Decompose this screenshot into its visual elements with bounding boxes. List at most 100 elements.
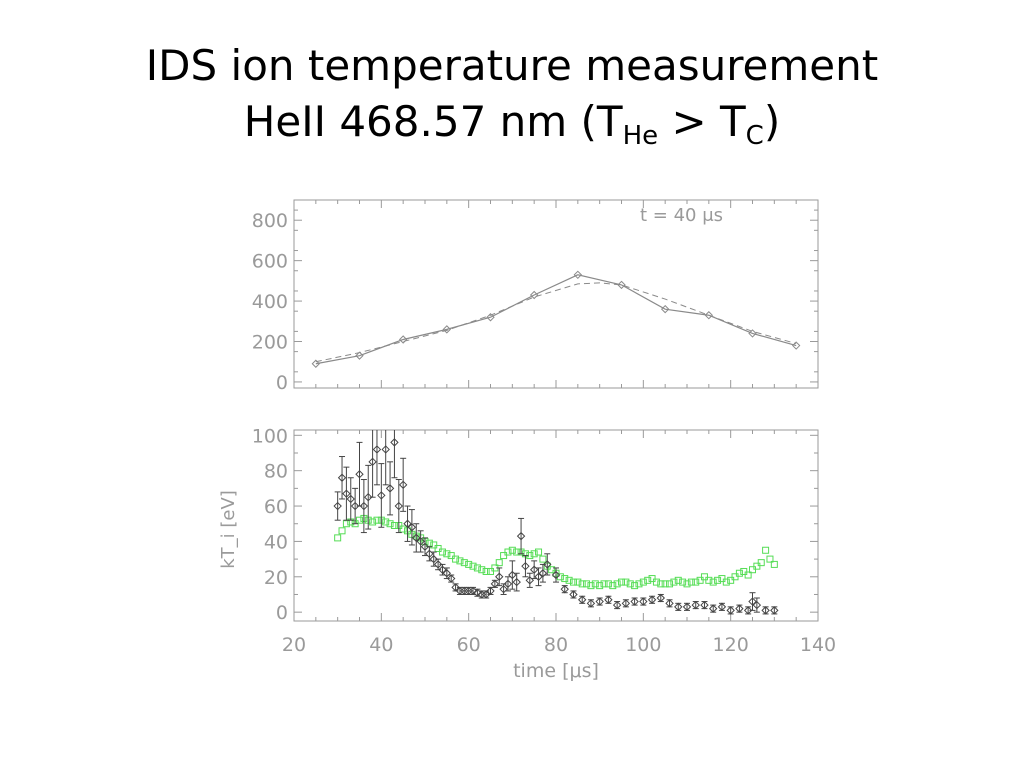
slide-title: IDS ion temperature measurement HeII 468… bbox=[0, 38, 1024, 164]
green-square-point bbox=[749, 566, 756, 574]
top-y-tick-label: 400 bbox=[252, 291, 288, 313]
green-square-point bbox=[465, 560, 473, 568]
black-diamond-point bbox=[442, 569, 452, 578]
green-square-point bbox=[452, 555, 460, 563]
black-diamond-point bbox=[674, 602, 683, 612]
black-diamond-point bbox=[621, 599, 631, 608]
green-square-point bbox=[661, 580, 669, 588]
black-diamond-point bbox=[534, 572, 543, 581]
green-square-point bbox=[565, 576, 573, 584]
bottom-y-tick-label: 80 bbox=[264, 461, 288, 483]
title-line-2-suffix: ) bbox=[763, 97, 781, 146]
top-y-tick-label: 0 bbox=[276, 372, 288, 394]
black-diamond-point bbox=[412, 533, 421, 543]
green-square-point bbox=[692, 578, 700, 586]
top-data-point bbox=[529, 290, 539, 300]
green-square-point bbox=[447, 552, 455, 560]
green-square-point bbox=[683, 580, 691, 588]
top-data-point bbox=[748, 329, 757, 338]
black-diamond-point bbox=[495, 572, 504, 581]
black-diamond-point bbox=[333, 501, 342, 511]
green-square-point bbox=[696, 576, 704, 584]
bottom-y-tick-label: 100 bbox=[252, 425, 288, 447]
green-square-point bbox=[482, 567, 490, 575]
green-square-point bbox=[700, 573, 708, 581]
green-square-point bbox=[478, 566, 486, 574]
black-diamond-point bbox=[416, 537, 425, 546]
green-square-point bbox=[600, 580, 608, 588]
green-square-point bbox=[548, 566, 556, 574]
top-y-tick-label: 800 bbox=[252, 210, 288, 232]
black-diamond-point bbox=[717, 602, 727, 612]
green-square-point bbox=[587, 582, 595, 590]
green-square-point bbox=[762, 546, 770, 554]
green-square-point bbox=[539, 555, 547, 563]
black-diamond-point bbox=[595, 597, 604, 606]
green-square-point bbox=[430, 541, 438, 549]
green-square-point bbox=[438, 548, 446, 556]
title-subscript-c: C bbox=[745, 121, 764, 151]
top-fit-curve bbox=[315, 282, 797, 363]
black-diamond-point bbox=[350, 501, 360, 511]
black-diamond-point bbox=[770, 606, 779, 615]
green-square-point bbox=[609, 582, 617, 590]
black-diamond-point bbox=[639, 597, 648, 606]
green-square-point bbox=[535, 548, 543, 556]
black-diamond-point bbox=[700, 600, 709, 610]
bottom-y-tick-label: 20 bbox=[264, 567, 288, 589]
black-diamond-point bbox=[468, 586, 478, 596]
green-square-point bbox=[757, 559, 765, 567]
black-diamond-point bbox=[503, 579, 513, 589]
green-square-point bbox=[753, 562, 761, 570]
green-square-point bbox=[583, 580, 591, 588]
title-line-2-mid: > T bbox=[658, 97, 746, 146]
green-square-point bbox=[770, 560, 778, 568]
title-subscript-he: He bbox=[622, 121, 659, 151]
green-square-point bbox=[373, 516, 381, 524]
green-square-point bbox=[731, 573, 739, 581]
black-diamond-point bbox=[543, 560, 552, 569]
title-line-2: HeII 468.57 nm (THe > TC) bbox=[0, 94, 1024, 164]
black-diamond-point bbox=[665, 599, 674, 608]
black-diamond-point bbox=[355, 470, 364, 479]
black-diamond-point bbox=[682, 602, 692, 612]
black-diamond-point bbox=[403, 519, 412, 528]
top-y-tick-label: 600 bbox=[252, 251, 288, 273]
green-square-point bbox=[382, 518, 390, 526]
green-square-point bbox=[356, 516, 363, 524]
green-square-point bbox=[679, 578, 687, 586]
bottom-y-axis-label: kT_i [eV] bbox=[218, 490, 239, 569]
black-diamond-point bbox=[529, 565, 539, 574]
black-diamond-point bbox=[407, 523, 417, 532]
black-diamond-point bbox=[551, 570, 561, 580]
green-square-point bbox=[399, 525, 407, 533]
black-diamond-point bbox=[446, 574, 456, 583]
black-diamond-point bbox=[586, 599, 596, 608]
black-diamond-point bbox=[398, 480, 408, 490]
black-diamond-point bbox=[525, 576, 535, 585]
green-square-point bbox=[618, 578, 625, 586]
top-plot-frame bbox=[293, 199, 819, 389]
top-y-axis-label: anode current [μA] bbox=[218, 244, 239, 414]
green-square-point bbox=[473, 564, 481, 572]
green-square-point bbox=[705, 576, 713, 584]
bottom-plot-area bbox=[333, 430, 779, 615]
top-y-tick-label: 200 bbox=[252, 332, 288, 354]
green-square-point bbox=[513, 548, 521, 556]
top-data-point bbox=[486, 313, 495, 322]
black-diamond-point bbox=[337, 473, 347, 482]
green-square-point bbox=[342, 520, 350, 528]
green-square-point bbox=[613, 580, 621, 588]
top-data-point bbox=[442, 325, 452, 334]
black-diamond-point bbox=[385, 484, 395, 493]
black-diamond-point bbox=[490, 579, 500, 589]
black-diamond-point bbox=[381, 445, 390, 454]
black-diamond-point bbox=[394, 501, 404, 511]
bottom-y-tick-label: 40 bbox=[264, 531, 288, 553]
black-diamond-point bbox=[691, 600, 700, 610]
black-diamond-point bbox=[390, 438, 399, 447]
green-square-point bbox=[687, 578, 695, 586]
green-square-point bbox=[495, 559, 503, 567]
green-square-point bbox=[709, 578, 717, 586]
